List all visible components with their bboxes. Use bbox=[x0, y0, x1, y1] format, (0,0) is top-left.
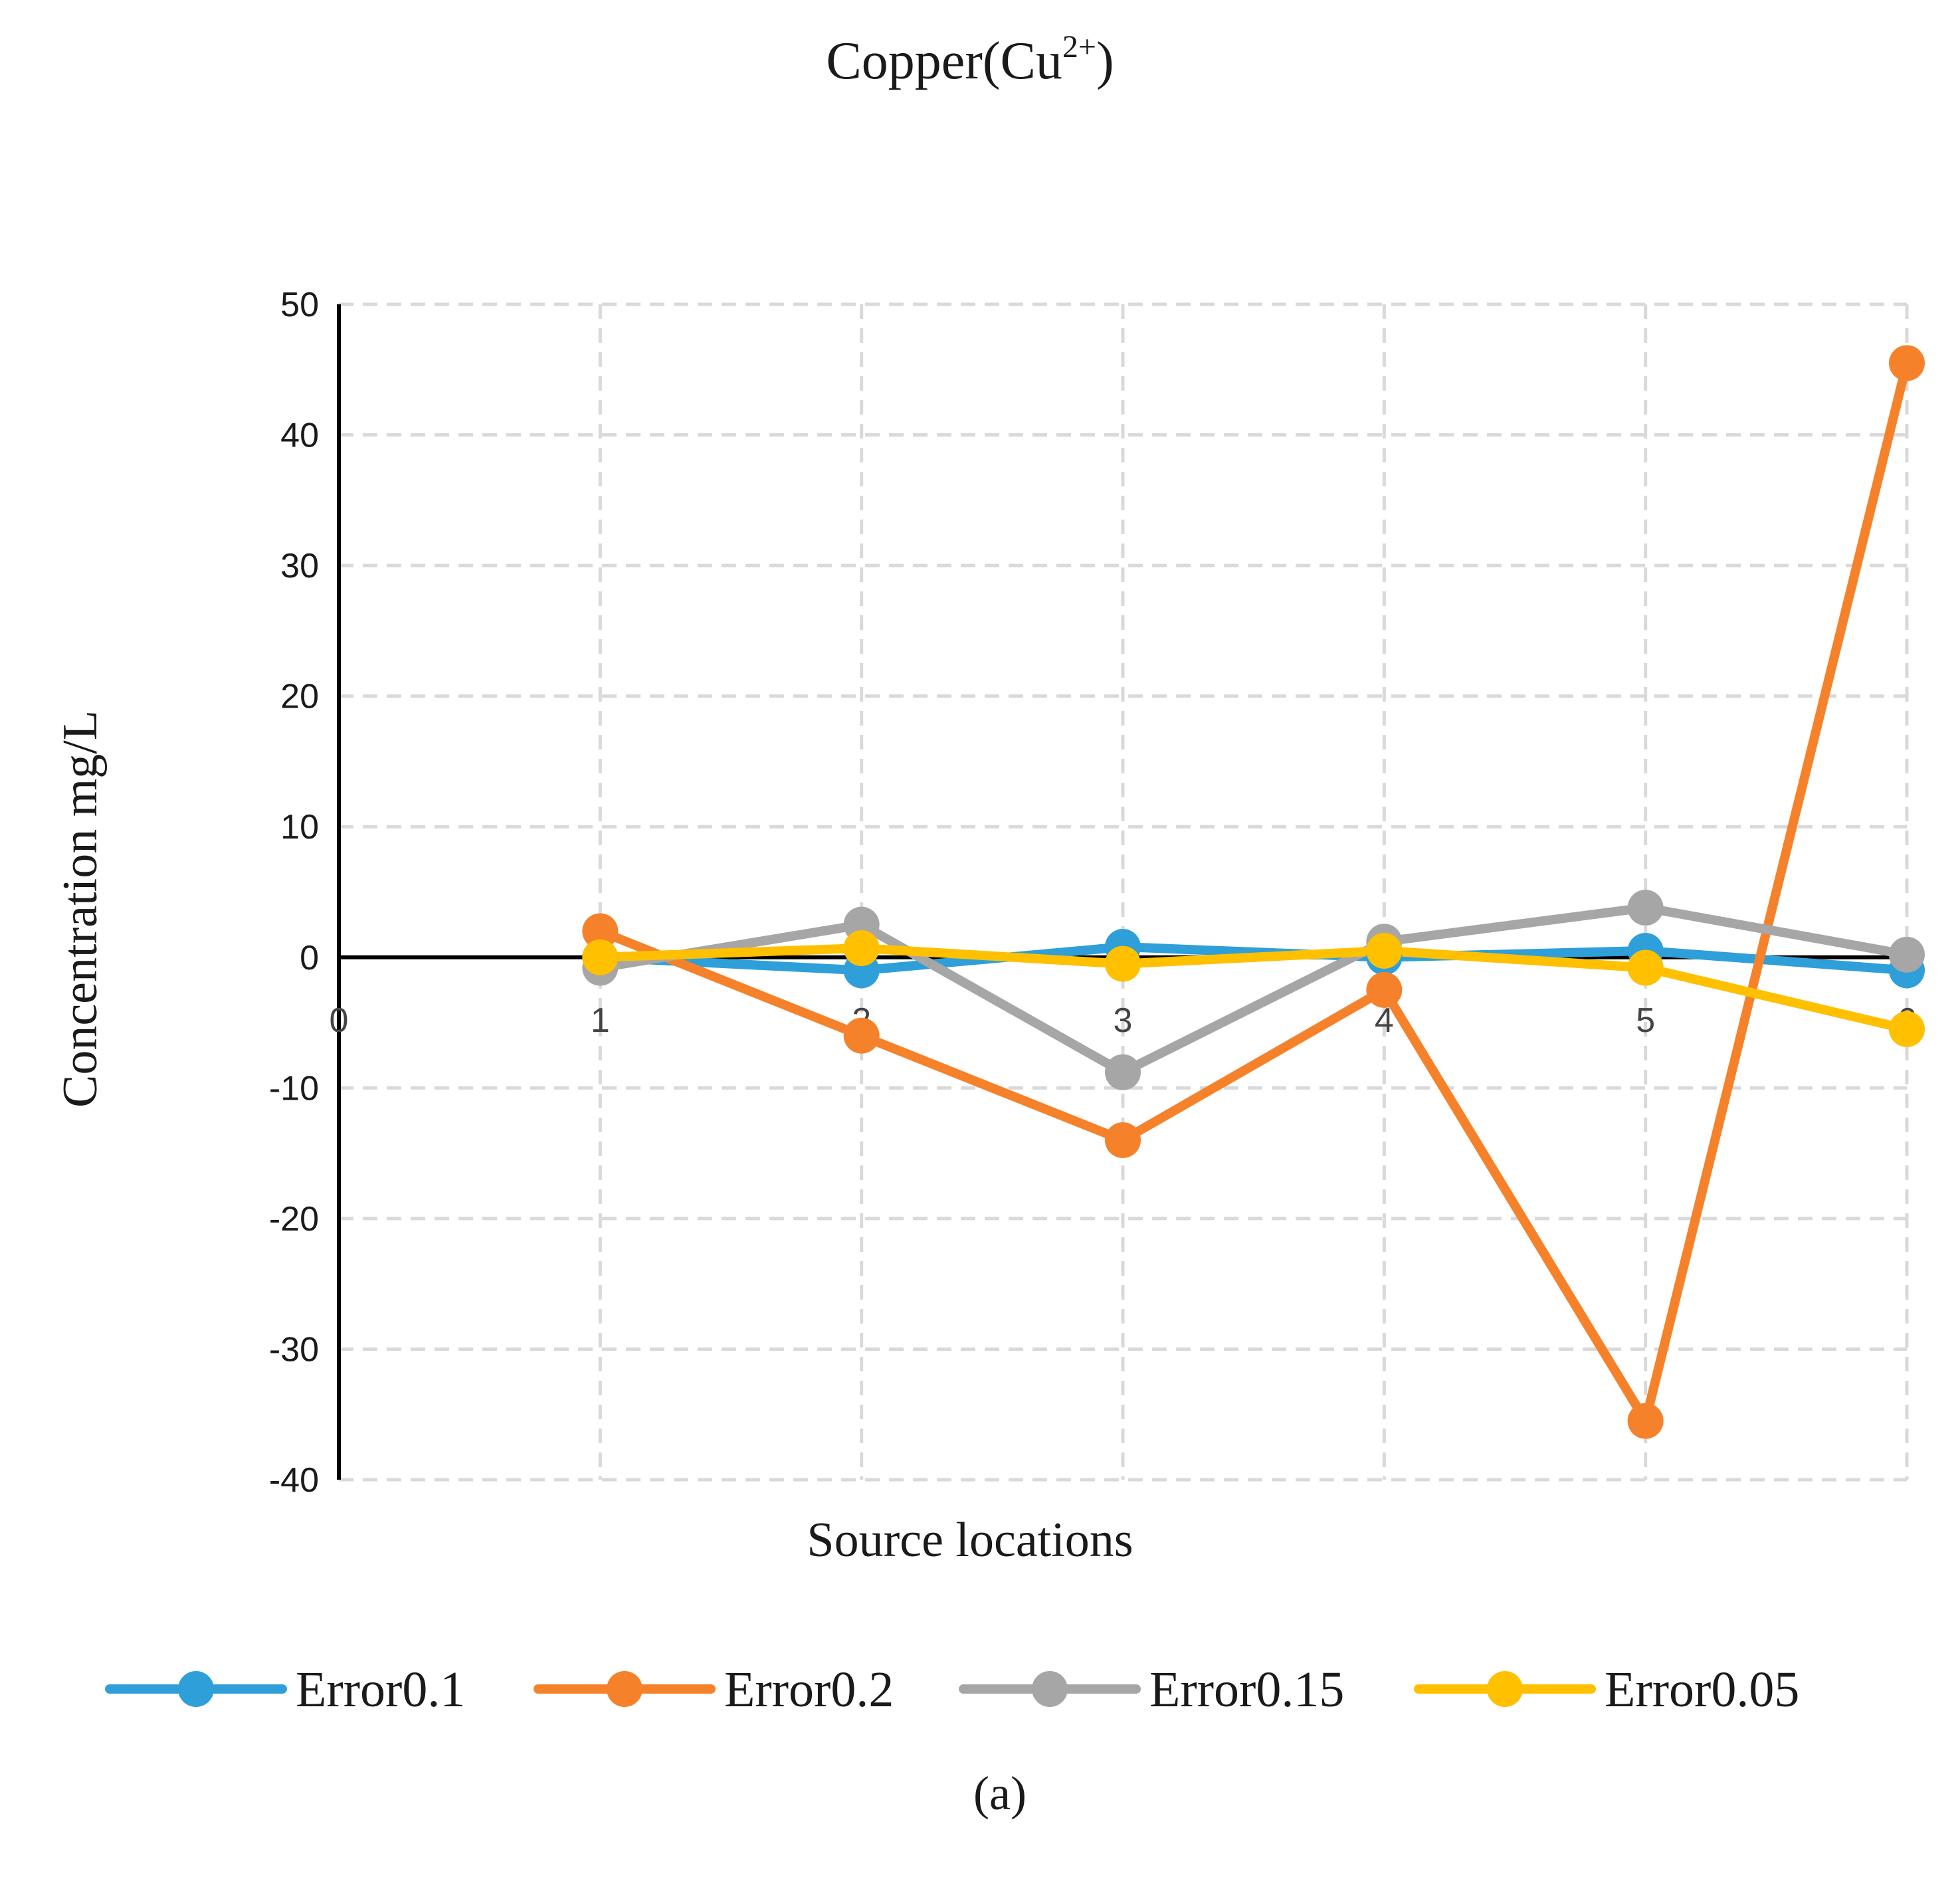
legend-label: Error0.2 bbox=[724, 1662, 894, 1718]
y-tick-label: 20 bbox=[280, 678, 319, 716]
figure-caption: (a) bbox=[973, 1767, 1027, 1820]
data-point-series-1 bbox=[1105, 1122, 1141, 1158]
y-tick-label: 50 bbox=[280, 286, 319, 324]
data-point-series-2 bbox=[1627, 890, 1664, 926]
series-line-3 bbox=[595, 944, 1911, 1034]
y-tick-label: -30 bbox=[269, 1330, 319, 1369]
chart-title-close: ) bbox=[1096, 32, 1114, 90]
chart-title: Copper(Cu2+) bbox=[826, 29, 1114, 90]
x-tick-label: 3 bbox=[1114, 1001, 1133, 1040]
data-point-series-3 bbox=[1889, 1011, 1925, 1047]
series-line-0 bbox=[595, 942, 1911, 975]
y-tick-label: 10 bbox=[280, 808, 319, 846]
data-point-series-3 bbox=[1105, 945, 1141, 982]
data-point-series-3 bbox=[582, 939, 619, 975]
chart-title-main: Copper(Cu bbox=[826, 32, 1062, 90]
y-axis-label: Concentration mg/L bbox=[53, 710, 108, 1108]
x-tick-label: 0 bbox=[330, 1001, 349, 1040]
data-point-series-1 bbox=[1627, 1403, 1664, 1439]
data-point-series-3 bbox=[1366, 932, 1403, 969]
series-points bbox=[582, 345, 1925, 1439]
legend-swatch-marker bbox=[1487, 1671, 1523, 1707]
data-point-series-1 bbox=[1366, 971, 1403, 1008]
y-tick-label: -10 bbox=[269, 1069, 319, 1108]
x-tick-label: 5 bbox=[1636, 1001, 1655, 1040]
data-point-series-3 bbox=[1627, 949, 1664, 986]
data-point-series-2 bbox=[1105, 1054, 1141, 1090]
x-axis-label: Source locations bbox=[807, 1513, 1133, 1567]
y-tick-label: 30 bbox=[280, 547, 319, 585]
data-point-series-1 bbox=[1889, 345, 1925, 381]
legend-label: Error0.1 bbox=[296, 1662, 465, 1718]
legend-swatch-marker bbox=[1032, 1671, 1068, 1707]
data-point-series-1 bbox=[843, 1017, 880, 1054]
series-line-2 bbox=[595, 903, 1911, 1077]
y-tick-label: 40 bbox=[280, 417, 319, 455]
legend-label: Error0.05 bbox=[1605, 1662, 1799, 1718]
data-point-series-2 bbox=[1889, 936, 1925, 973]
series-line-1 bbox=[595, 358, 1911, 1426]
chart-title-superscript: 2+ bbox=[1062, 29, 1096, 64]
legend-label: Error0.15 bbox=[1149, 1662, 1344, 1718]
series-lines bbox=[595, 358, 1911, 1426]
legend-swatch-marker bbox=[178, 1671, 214, 1707]
y-tick-label: -40 bbox=[269, 1461, 319, 1500]
y-tick-label: -20 bbox=[269, 1200, 319, 1239]
data-point-series-3 bbox=[843, 930, 880, 967]
data-point-series-1 bbox=[582, 913, 619, 949]
legend: Error0.1 Error0.2 Error0.15 Error0.05 bbox=[105, 1662, 1799, 1718]
y-tick-label: 0 bbox=[300, 939, 319, 977]
legend-swatch-marker bbox=[607, 1671, 642, 1707]
x-tick-label: 1 bbox=[591, 1001, 610, 1040]
